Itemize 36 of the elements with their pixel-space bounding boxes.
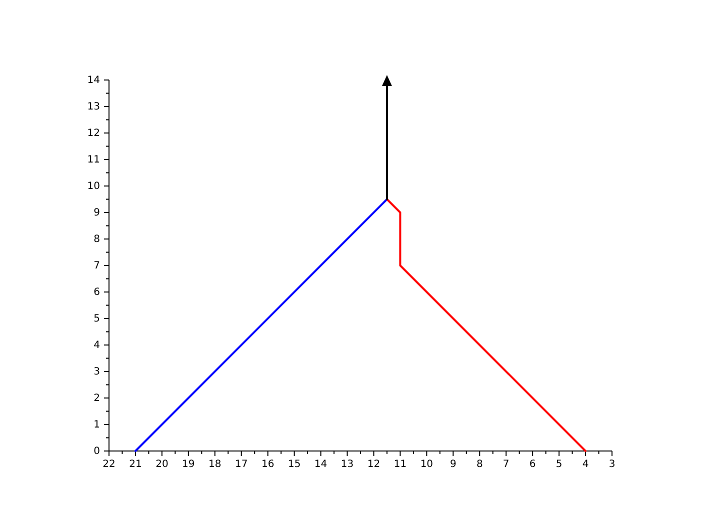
x-tick-label: 9 — [450, 459, 456, 470]
y-tick-label: 0 — [94, 446, 100, 458]
x-tick-label: 4 — [582, 459, 589, 470]
y-tick-label: 4 — [94, 340, 100, 352]
y-tick-label: 1 — [94, 420, 100, 431]
x-tick-label: 19 — [182, 459, 195, 470]
x-tick-label: 7 — [502, 459, 510, 470]
x-tick-label: 22 — [102, 459, 116, 470]
line-series — [386, 198, 587, 452]
x-tick-label: 6 — [529, 459, 536, 470]
x-tick-label: 18 — [208, 459, 222, 470]
y-tick-label: 7 — [94, 260, 100, 272]
x-tick-label: 10 — [420, 459, 434, 470]
y-tick-label: 10 — [87, 181, 100, 192]
y-tick-label: 12 — [87, 128, 100, 140]
y-tick-label: 9 — [94, 208, 100, 219]
y-tick-label: 2 — [94, 393, 100, 404]
y-tick-label: 11 — [87, 154, 100, 166]
x-tick-label: 16 — [261, 459, 274, 470]
x-tick-label: 3 — [608, 459, 616, 470]
y-tick-label: 3 — [94, 366, 100, 378]
x-tick-label: 17 — [235, 459, 248, 470]
x-tick-label: 14 — [314, 459, 328, 470]
x-tick-label: 13 — [340, 459, 354, 470]
x-tick-label: 11 — [394, 459, 407, 470]
y-tick-label: 5 — [94, 314, 100, 325]
y-tick-label: 6 — [94, 287, 100, 298]
x-tick-label: 21 — [129, 459, 142, 470]
x-tick-label: 5 — [556, 459, 562, 470]
x-tick-label: 15 — [288, 459, 301, 470]
y-tick-label: 13 — [87, 102, 100, 113]
y-tick-label: 14 — [87, 75, 100, 86]
x-tick-label: 12 — [367, 459, 380, 470]
x-tick-label: 8 — [476, 459, 483, 470]
y-tick-label: 8 — [94, 234, 100, 246]
x-tick-label: 20 — [156, 459, 168, 470]
